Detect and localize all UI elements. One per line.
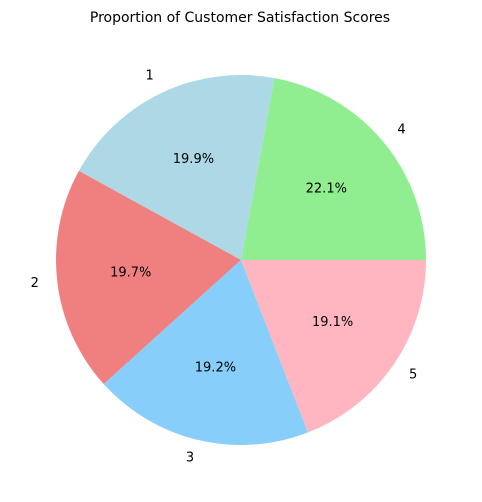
slice-label-1: 1 [145,69,153,84]
pie-slice-2 [55,170,241,385]
pct-label-2: 19.7% [110,265,151,280]
pct-label-3: 19.2% [195,361,236,376]
pie-slice-5 [241,260,426,433]
pie-slice-1 [78,75,275,260]
chart-title: Proportion of Customer Satisfaction Scor… [90,10,390,26]
pct-label-4: 22.1% [306,181,347,196]
pie-slices [55,75,426,445]
pie-slice-3 [103,260,309,445]
pie-labels: 22.1% 4 19.9% 1 19.7% 2 19.2% 3 19.1% 5 [31,69,418,466]
slice-label-2: 2 [31,276,39,291]
pie-slice-4 [241,78,426,260]
slice-label-3: 3 [186,451,194,466]
pct-label-1: 19.9% [173,152,214,167]
slice-label-5: 5 [409,367,417,382]
slice-label-4: 4 [397,122,405,137]
pct-label-5: 19.1% [312,315,353,330]
